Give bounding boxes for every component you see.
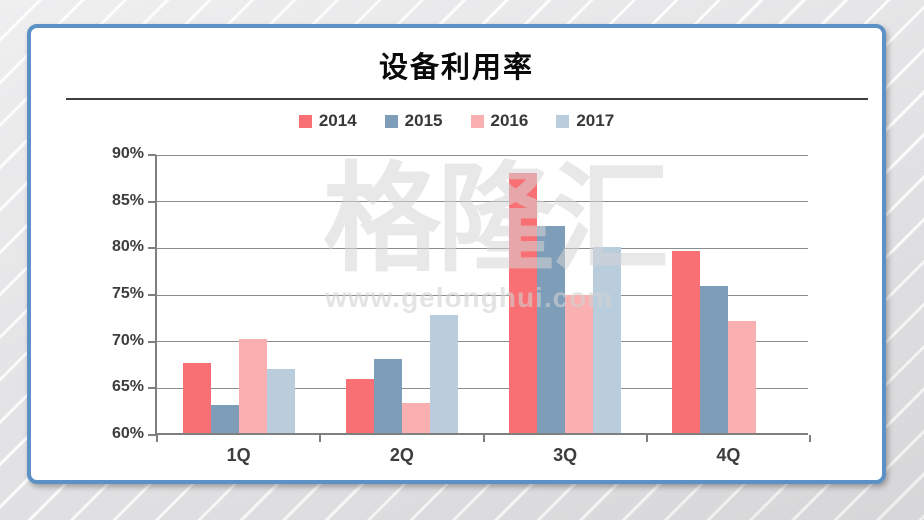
bar-2016-3Q	[565, 294, 594, 433]
x-axis-tick	[645, 435, 648, 442]
y-axis-label-80: 80%	[111, 238, 144, 256]
y-axis-label-60: 60%	[111, 425, 144, 442]
y-axis-tick	[148, 340, 156, 343]
bar-2016-4Q	[728, 321, 757, 433]
bar-2017-1Q	[266, 368, 295, 433]
y-axis-tick	[148, 154, 156, 156]
bar-2015-3Q	[537, 225, 566, 433]
y-axis-tick	[148, 387, 156, 390]
bar-2017-2Q	[429, 315, 458, 433]
legend-label-2014: 2014	[318, 111, 357, 130]
bar-2015-2Q	[373, 359, 402, 433]
x-axis-label-3Q: 3Q	[553, 445, 578, 465]
legend-swatch-2016	[470, 114, 484, 128]
y-axis-tick	[148, 247, 156, 250]
y-axis-label-75: 75%	[111, 285, 144, 302]
gridline-90	[157, 154, 808, 156]
bar-2015-4Q	[700, 285, 729, 433]
legend-label-2017: 2017	[576, 111, 615, 130]
x-axis-label-2Q: 2Q	[389, 445, 414, 465]
bar-2016-2Q	[401, 403, 430, 433]
gridline-70	[157, 341, 808, 343]
y-axis-label-85: 85%	[111, 191, 144, 209]
legend-item-2016: 2016	[470, 111, 529, 131]
legend-label-2016: 2016	[490, 111, 529, 130]
x-axis-tick	[156, 435, 158, 442]
bar-2015-1Q	[210, 405, 239, 433]
x-axis-label-1Q: 1Q	[226, 445, 251, 465]
legend-item-2017: 2017	[556, 111, 614, 131]
legend-label-2015: 2015	[404, 111, 443, 130]
chart-legend: 2014 2015 2016 2017	[31, 111, 882, 131]
slide-card: 设备利用率 2014 2015 2016 2017 60% 65% 70% 75% 80% 85…	[27, 24, 886, 484]
x-axis-tick	[319, 435, 322, 442]
x-axis-tick	[809, 435, 811, 442]
title-divider	[66, 98, 868, 100]
legend-swatch-2015	[384, 114, 398, 128]
gridline-80	[157, 247, 808, 249]
y-axis-tick	[148, 434, 156, 436]
y-axis-tick	[148, 294, 156, 296]
y-axis-label-70: 70%	[111, 331, 144, 349]
y-axis-label-65: 65%	[111, 378, 144, 396]
bar-2014-4Q	[672, 251, 701, 433]
gridline-65	[157, 387, 808, 389]
legend-item-2015: 2015	[384, 111, 443, 131]
x-axis-tick	[482, 435, 485, 442]
legend-swatch-2014	[298, 114, 312, 128]
x-axis-label-4Q: 4Q	[716, 445, 741, 465]
bar-2014-2Q	[345, 378, 374, 433]
bar-2014-3Q	[509, 172, 538, 433]
y-axis-tick	[148, 200, 156, 203]
bar-2014-1Q	[182, 363, 211, 433]
legend-swatch-2017	[556, 114, 570, 128]
plot-area: 60% 65% 70% 75% 80% 85% 90% 1Q 2Q 3Q 4Q	[112, 145, 811, 465]
y-axis-label-90: 90%	[111, 145, 144, 162]
bar-2016-1Q	[238, 338, 267, 433]
bar-2017-3Q	[593, 247, 622, 433]
gridline-75	[157, 294, 808, 296]
chart-title: 设备利用率	[378, 52, 534, 84]
gridline-85	[157, 201, 808, 203]
legend-item-2014: 2014	[298, 111, 357, 131]
